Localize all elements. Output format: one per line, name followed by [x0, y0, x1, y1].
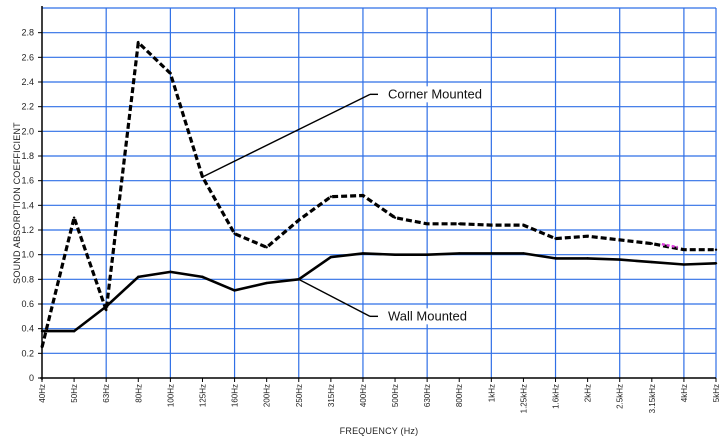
data-point	[458, 252, 461, 255]
data-point	[265, 281, 268, 285]
data-point	[233, 289, 236, 292]
data-point	[682, 263, 686, 266]
x-tick-label: 630Hz	[423, 384, 432, 407]
data-point	[522, 252, 525, 255]
y-tick-label: 2.8	[21, 28, 34, 38]
data-point	[72, 329, 76, 333]
data-point	[104, 308, 108, 312]
x-tick-labels: 40Hz 50Hz 63Hz 80Hz 100Hz 125Hz 160Hz 200Hz 250H…	[38, 384, 721, 413]
y-tick-label: 0.4	[21, 324, 34, 334]
data-point	[393, 216, 397, 219]
data-point	[265, 246, 268, 249]
x-tick-label: 200Hz	[263, 384, 272, 407]
x-tick-label: 125Hz	[198, 384, 207, 407]
y-tick-label: 0.8	[21, 274, 34, 284]
x-tick-label: 4kHz	[680, 384, 689, 402]
y-tick-label: 1.2	[21, 225, 34, 235]
data-point	[201, 275, 204, 279]
x-tick-label: 63Hz	[102, 384, 111, 403]
y-tick-label: 1.8	[21, 151, 34, 161]
series-group	[40, 40, 718, 349]
y-tick-labels: 0 0.2 0.4 0.6 0.8 1.0 1.2 1.4 1.6 1.8 2.0 2.2 2.4 2.6…	[21, 28, 34, 383]
y-tick-label: 2.2	[21, 102, 34, 112]
annotation-leader	[202, 93, 371, 178]
annotation-leader	[298, 278, 371, 317]
x-tick-label: 40Hz	[38, 384, 47, 403]
data-point	[554, 257, 557, 260]
y-tick-label: 1.4	[21, 200, 34, 210]
data-point	[40, 329, 44, 333]
data-point	[137, 41, 140, 44]
data-point	[458, 222, 461, 226]
data-point	[233, 232, 236, 235]
y-tick-label: 0	[29, 373, 34, 383]
data-point	[425, 222, 429, 226]
x-tick-label: 500Hz	[391, 384, 400, 407]
annotation-label: Wall Mounted	[388, 308, 467, 323]
data-point	[169, 72, 172, 75]
annotation-label: Corner Mounted	[388, 86, 482, 101]
grid	[42, 7, 717, 378]
x-tick-label: 1kHz	[487, 384, 496, 402]
annotations: Corner Mounted Wall Mounted	[202, 86, 485, 325]
data-point	[361, 194, 365, 197]
data-point	[169, 270, 172, 274]
x-tick-label: 50Hz	[70, 384, 79, 403]
x-tick-label: 250Hz	[295, 384, 304, 407]
series-line-corner-mounted	[40, 40, 716, 348]
data-point	[72, 216, 76, 219]
x-tick-label: 400Hz	[359, 384, 368, 407]
data-point	[137, 275, 140, 279]
data-point	[522, 223, 525, 227]
y-tick-label: 1.6	[21, 176, 34, 186]
y-tick-label: 2.0	[21, 126, 34, 136]
data-point	[682, 248, 686, 251]
data-point	[329, 255, 333, 259]
y-tick-label: 2.4	[21, 77, 34, 87]
y-tick-label: 1.0	[21, 250, 34, 260]
data-point	[361, 252, 365, 255]
x-tick-label: 100Hz	[166, 384, 175, 407]
data-point	[714, 262, 718, 265]
x-tick-label: 315Hz	[327, 384, 336, 407]
data-point	[650, 260, 654, 264]
data-point	[618, 238, 621, 242]
x-tick-label: 2kHz	[584, 384, 593, 402]
y-tick-label: 0.2	[21, 348, 34, 358]
x-tick-label: 1.6kHz	[552, 384, 561, 409]
data-point	[40, 345, 44, 349]
x-axis-label: FREQUENCY (Hz)	[340, 426, 419, 436]
data-point	[714, 248, 718, 251]
x-tick-label: 1.25kHz	[519, 384, 528, 413]
x-tick-label: 800Hz	[455, 384, 464, 407]
data-point	[650, 242, 654, 245]
axes	[38, 6, 717, 382]
data-point	[586, 257, 589, 260]
data-point	[425, 253, 429, 256]
x-tick-label: 80Hz	[134, 384, 143, 403]
x-tick-label: 2.5kHz	[616, 384, 625, 409]
annotation-bg	[385, 308, 470, 325]
data-point	[490, 252, 493, 255]
data-point	[586, 234, 589, 238]
y-tick-label: 2.6	[21, 52, 34, 62]
annotation-bg	[385, 86, 485, 103]
highlight-mark	[661, 242, 679, 249]
x-tick-label: 5kHz	[712, 384, 721, 402]
series-line-wall-mounted	[42, 252, 717, 333]
data-point	[297, 218, 300, 222]
data-point	[618, 258, 621, 261]
data-point	[329, 195, 333, 198]
y-axis-label: SOUND ABSORPTION COEFFICIENT	[12, 122, 22, 284]
x-tick-label: 160Hz	[231, 384, 240, 407]
x-tick-label: 3.15kHz	[648, 384, 657, 413]
data-point	[393, 253, 397, 256]
data-point	[554, 237, 557, 240]
data-point	[490, 223, 493, 227]
data-point	[104, 305, 108, 308]
y-tick-label: 0.6	[21, 299, 34, 309]
